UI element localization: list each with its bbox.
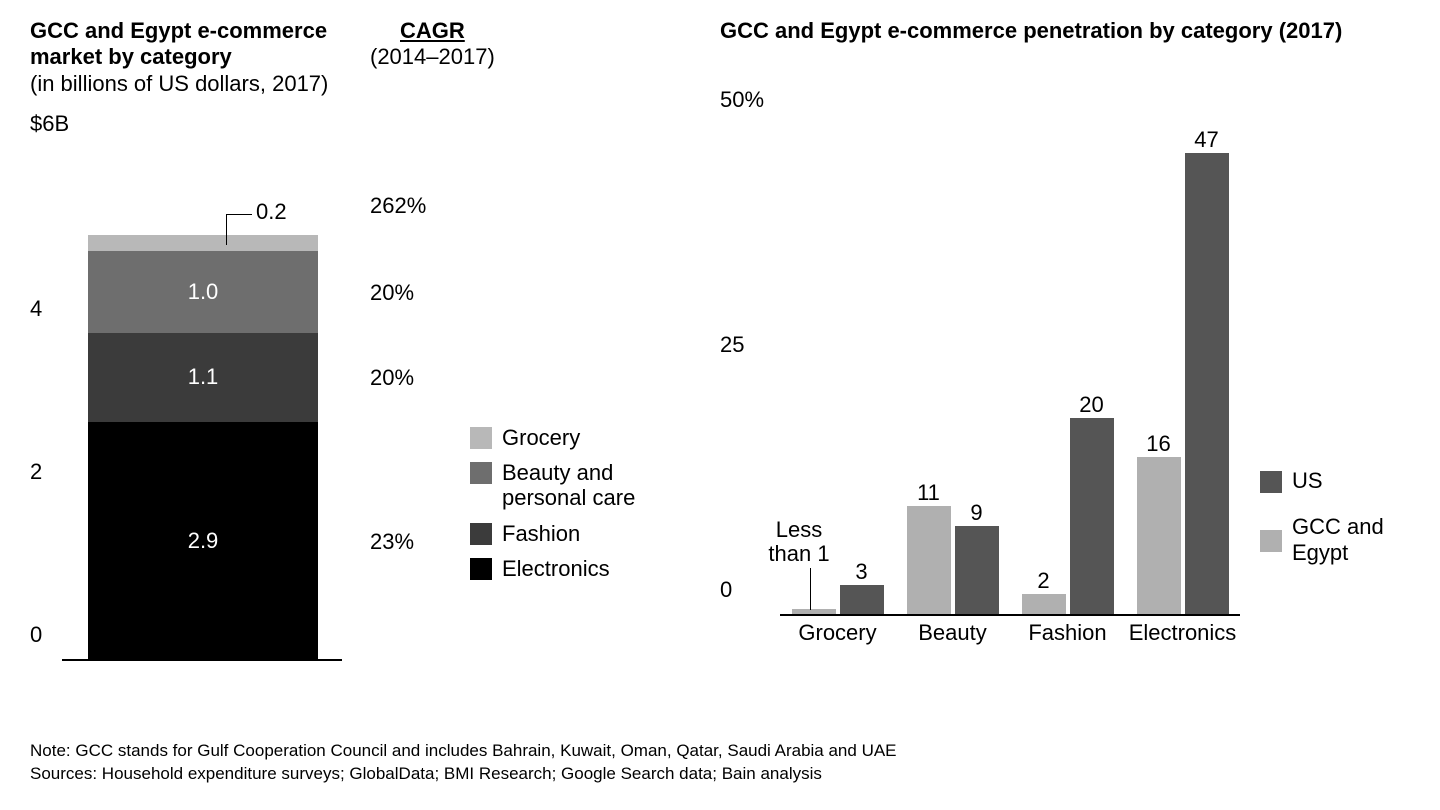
legend-label: GCC and Egypt <box>1292 514 1420 566</box>
bar-value-label: 11 <box>907 480 951 506</box>
yaxis-top-label: $6B <box>30 111 69 137</box>
category-labels: GroceryBeautyFashionElectronics <box>780 620 1240 646</box>
stacked-segment-grocery <box>88 235 318 251</box>
right-title: GCC and Egypt e-commerce penetration by … <box>720 18 1420 44</box>
bar-gcc: 11 <box>907 506 951 614</box>
legend-item: Grocery <box>470 425 670 450</box>
left-panel: GCC and Egypt e-commerce market by categ… <box>30 18 690 671</box>
cagr-value-fashion: 20% <box>370 365 414 391</box>
cagr-value-grocery: 262% <box>370 193 426 219</box>
right-panel: GCC and Egypt e-commerce penetration by … <box>720 18 1420 646</box>
cagr-subheading: (2014–2017) <box>370 44 495 70</box>
right-legend: US GCC and Egypt <box>1260 468 1420 586</box>
stacked-segment-beauty: 1.0 <box>88 251 318 333</box>
legend-swatch <box>470 462 492 484</box>
callout-line <box>226 215 227 245</box>
bar-group-beauty: 119 <box>898 506 1008 614</box>
right-y-tick: 25 <box>720 332 744 358</box>
legend-label: Grocery <box>502 425 580 450</box>
bar-group-electronics: 1647 <box>1128 153 1238 614</box>
bar-us: 3 <box>840 585 884 614</box>
left-title-sub: (in billions of US dollars, 2017) <box>30 71 350 97</box>
stacked-bar: 2.91.11.0 <box>88 235 318 660</box>
legend-swatch <box>1260 471 1282 493</box>
legend-label: US <box>1292 468 1323 494</box>
y-tick-label: 0 <box>30 622 42 648</box>
legend-item: GCC and Egypt <box>1260 514 1420 566</box>
legend-item: Fashion <box>470 521 670 546</box>
y-tick-label: 2 <box>30 459 42 485</box>
legend-swatch <box>470 558 492 580</box>
bar-us: 20 <box>1070 418 1114 614</box>
callout-line <box>810 568 811 610</box>
legend-item: Electronics <box>470 556 670 581</box>
bar-value-label: 2 <box>1022 568 1066 594</box>
bar-gcc: 16 <box>1137 457 1181 614</box>
right-bars-area: 31192201647 <box>780 126 1240 616</box>
stacked-segment-electronics: 2.9 <box>88 422 318 659</box>
bar-group-grocery: 3 <box>783 585 893 614</box>
bar-value-label: 9 <box>955 500 999 526</box>
category-label: Electronics <box>1128 620 1238 646</box>
footer-notes: Note: GCC stands for Gulf Cooperation Co… <box>30 740 897 786</box>
bar-gcc: 2 <box>1022 594 1066 614</box>
legend-item: US <box>1260 468 1420 494</box>
bar-value-label: 3 <box>840 559 884 585</box>
footer-sources: Sources: Household expenditure surveys; … <box>30 763 897 786</box>
right-chart: 02550%31192201647Lessthan 1GroceryBeauty… <box>720 76 1420 646</box>
callout-line <box>226 214 252 215</box>
legend-label: Fashion <box>502 521 580 546</box>
legend-label: Electronics <box>502 556 610 581</box>
cagr-heading: CAGR <box>370 18 495 44</box>
stacked-segment-fashion: 1.1 <box>88 333 318 423</box>
bar-value-label: 20 <box>1070 392 1114 418</box>
bar-value-label: 47 <box>1185 127 1229 153</box>
bar-value-label: 16 <box>1137 431 1181 457</box>
bar-gcc <box>792 609 836 614</box>
legend-swatch <box>1260 530 1282 552</box>
category-label: Fashion <box>1013 620 1123 646</box>
category-label: Grocery <box>783 620 893 646</box>
left-title-bold: GCC and Egypt e-commerce market by categ… <box>30 18 350 71</box>
stacked-bar-area: 0 2 4 2.91.11.0 0.2 23% 20% 20% 262% Grocery Beaut… <box>30 141 670 661</box>
left-legend: Grocery Beauty and personal care Fashion El… <box>470 425 670 591</box>
cagr-value-beauty: 20% <box>370 280 414 306</box>
category-label: Beauty <box>898 620 1008 646</box>
legend-label: Beauty and personal care <box>502 460 670 511</box>
cagr-value-electronics: 23% <box>370 529 414 555</box>
right-y-tick: 50% <box>720 87 764 113</box>
y-tick-label: 4 <box>30 296 42 322</box>
bar-us: 9 <box>955 526 999 614</box>
right-y-tick: 0 <box>720 577 732 603</box>
grocery-callout-label: 0.2 <box>256 199 287 225</box>
legend-swatch <box>470 427 492 449</box>
legend-item: Beauty and personal care <box>470 460 670 511</box>
legend-swatch <box>470 523 492 545</box>
footer-note: Note: GCC stands for Gulf Cooperation Co… <box>30 740 897 763</box>
less-than-1-label: Lessthan 1 <box>764 518 834 566</box>
left-x-axis <box>62 659 342 661</box>
bar-us: 47 <box>1185 153 1229 614</box>
left-titles: GCC and Egypt e-commerce market by categ… <box>30 18 690 97</box>
bar-group-fashion: 220 <box>1013 418 1123 614</box>
left-chart: $6B 0 2 4 2.91.11.0 0.2 23% 20% 20% 262% Grocery B… <box>30 111 690 671</box>
